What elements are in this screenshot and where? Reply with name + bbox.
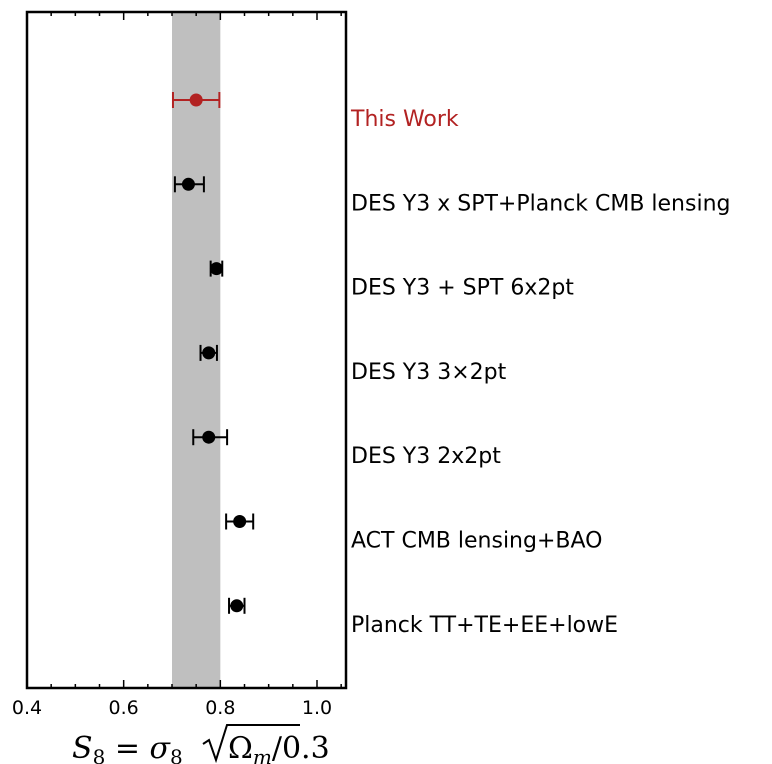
tick-label-layer: 0.4 0.6 0.8 1.0 xyxy=(12,697,332,719)
x-tick-label: 0.6 xyxy=(109,697,139,719)
point-act-cmb-lensing-bao xyxy=(233,515,247,528)
xlabel-omega-sub: m xyxy=(253,745,272,764)
row-label-des-y3-x-spt-planck-cmb-lensing: DES Y3 x SPT+Planck CMB lensing xyxy=(351,191,730,216)
xlabel-s-sub: 8 xyxy=(93,745,106,764)
point-des-y3-x-spt-planck-cmb-lensing xyxy=(181,177,195,191)
xlabel-omega: Ω xyxy=(228,731,253,764)
point-des-y3-2x2pt xyxy=(202,430,216,444)
point-des-y3-spt-6x2pt xyxy=(209,262,223,276)
row-label-des-y3-3-2pt: DES Y3 3×2pt xyxy=(351,360,507,385)
row-label-this-work: This Work xyxy=(350,107,459,132)
point-planck-tt-te-ee-lowe xyxy=(230,599,244,613)
point-layer xyxy=(181,93,247,613)
x-tick-label: 0.8 xyxy=(205,697,235,719)
xlabel-equals: = xyxy=(105,731,149,764)
point-this-work xyxy=(189,93,203,107)
row-label-act-cmb-lensing-bao: ACT CMB lensing+BAO xyxy=(351,529,602,554)
xlabel-suffix: /0.3 xyxy=(272,731,330,764)
row-label-planck-tt-te-ee-lowe: Planck TT+TE+EE+lowE xyxy=(351,613,618,638)
plot-frame xyxy=(25,10,348,690)
row-label-des-y3-2x2pt: DES Y3 2x2pt xyxy=(351,444,501,469)
x-tick-label: 0.4 xyxy=(12,697,42,719)
xlabel-sqrt-sign xyxy=(202,724,300,764)
x-axis-label: S8 = σ8 Ωm/0.3 xyxy=(72,724,330,764)
xlabel-s: S xyxy=(72,731,93,764)
tick-layer xyxy=(26,12,342,688)
row-label-layer: This Work DES Y3 x SPT+Planck CMB lensing… xyxy=(350,107,730,638)
point-des-y3-3-2pt xyxy=(202,346,216,360)
svg-text:Ωm/0.3: Ωm/0.3 xyxy=(228,731,330,764)
xlabel-sigma: σ xyxy=(150,731,172,764)
svg-text:S8 = σ8: S8 = σ8 xyxy=(72,731,183,764)
x-tick-label: 1.0 xyxy=(302,697,332,719)
row-label-des-y3-spt-6x2pt: DES Y3 + SPT 6x2pt xyxy=(351,276,574,301)
xlabel-sigma-sub: 8 xyxy=(170,745,183,764)
